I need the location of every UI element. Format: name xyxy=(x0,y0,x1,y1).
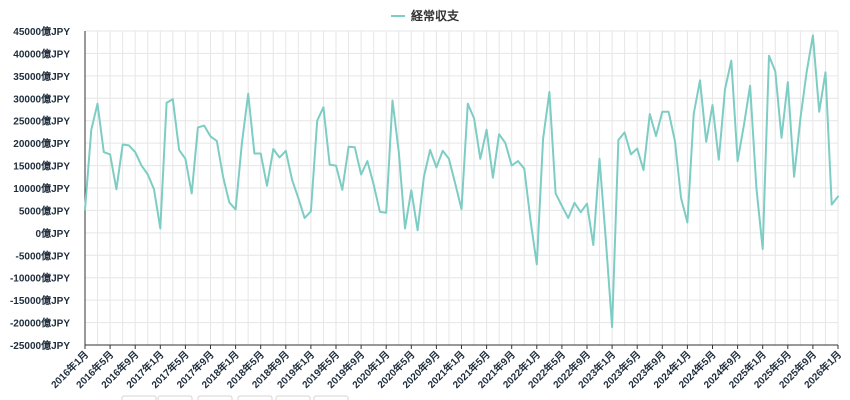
scroll-tab[interactable] xyxy=(313,395,349,400)
y-tick-label: 15000億JPY xyxy=(13,160,70,173)
legend[interactable]: 経常収支 xyxy=(391,8,460,23)
y-tick-label: -5000億JPY xyxy=(16,249,71,262)
y-tick-label: 25000億JPY xyxy=(13,115,70,128)
grid xyxy=(84,30,839,346)
y-tick-label: 45000億JPY xyxy=(13,25,70,38)
scroll-tab[interactable] xyxy=(275,395,311,400)
scrollbar[interactable] xyxy=(121,395,349,400)
y-tick-label: 10000億JPY xyxy=(13,182,70,195)
y-tick-label: 0億JPY xyxy=(36,227,71,240)
y-tick-label: 20000億JPY xyxy=(13,137,70,150)
y-axis: 45000億JPY 40000億JPY 35000億JPY 30000億JPY 2500… xyxy=(10,25,86,352)
legend-label: 経常収支 xyxy=(411,8,460,23)
y-tick-label: 40000億JPY xyxy=(13,47,70,60)
series-layer xyxy=(84,34,839,329)
x-axis: 2016年1月2016年5月2016年9月2017年1月2017年5月2017年… xyxy=(48,344,844,391)
y-tick-label: -10000億JPY xyxy=(10,272,70,285)
y-tick-label: -15000億JPY xyxy=(10,294,70,307)
series-line-current-account[interactable] xyxy=(84,34,839,329)
y-tick-label: -20000億JPY xyxy=(10,317,70,330)
y-tick-label: 35000億JPY xyxy=(13,70,70,83)
scroll-tab[interactable] xyxy=(121,395,157,400)
y-tick-label: 30000億JPY xyxy=(13,92,70,105)
scroll-tab[interactable] xyxy=(237,395,273,400)
scroll-tab[interactable] xyxy=(197,395,233,400)
scroll-tab[interactable] xyxy=(157,395,193,400)
y-tick-label: 5000億JPY xyxy=(19,204,70,217)
y-tick-label: -25000億JPY xyxy=(10,339,70,352)
